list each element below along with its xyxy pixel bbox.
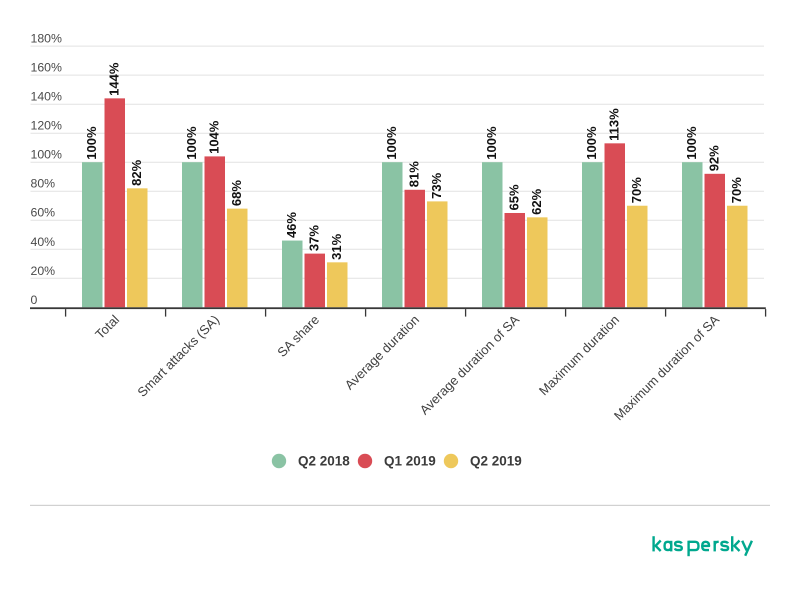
svg-text:100%: 100%: [484, 126, 499, 160]
svg-text:20%: 20%: [31, 264, 56, 278]
svg-text:37%: 37%: [307, 225, 322, 251]
svg-text:65%: 65%: [507, 184, 522, 210]
svg-text:100%: 100%: [384, 126, 399, 160]
svg-text:70%: 70%: [629, 177, 644, 203]
svg-text:60%: 60%: [31, 206, 56, 220]
svg-text:82%: 82%: [129, 159, 144, 185]
svg-text:70%: 70%: [729, 177, 744, 203]
svg-text:180%: 180%: [31, 32, 63, 46]
svg-text:Q1 2019: Q1 2019: [384, 454, 436, 469]
svg-text:160%: 160%: [31, 61, 63, 75]
svg-text:144%: 144%: [107, 62, 122, 96]
svg-text:Q2 2019: Q2 2019: [470, 454, 522, 469]
svg-text:100%: 100%: [84, 126, 99, 160]
svg-text:0: 0: [31, 293, 38, 307]
svg-text:68%: 68%: [229, 180, 244, 206]
svg-text:80%: 80%: [31, 177, 56, 191]
svg-text:100%: 100%: [684, 126, 699, 160]
svg-text:100%: 100%: [31, 148, 63, 162]
svg-text:40%: 40%: [31, 235, 56, 249]
svg-text:92%: 92%: [707, 145, 722, 171]
svg-text:31%: 31%: [329, 233, 344, 259]
svg-text:100%: 100%: [584, 126, 599, 160]
svg-text:73%: 73%: [429, 172, 444, 198]
svg-text:62%: 62%: [529, 188, 544, 214]
svg-text:120%: 120%: [31, 119, 63, 133]
svg-text:Q2 2018: Q2 2018: [298, 454, 350, 469]
svg-text:81%: 81%: [407, 161, 422, 187]
svg-text:46%: 46%: [284, 212, 299, 238]
svg-text:140%: 140%: [31, 90, 63, 104]
svg-text:113%: 113%: [607, 108, 622, 141]
svg-text:104%: 104%: [207, 120, 222, 154]
svg-text:100%: 100%: [184, 126, 199, 160]
